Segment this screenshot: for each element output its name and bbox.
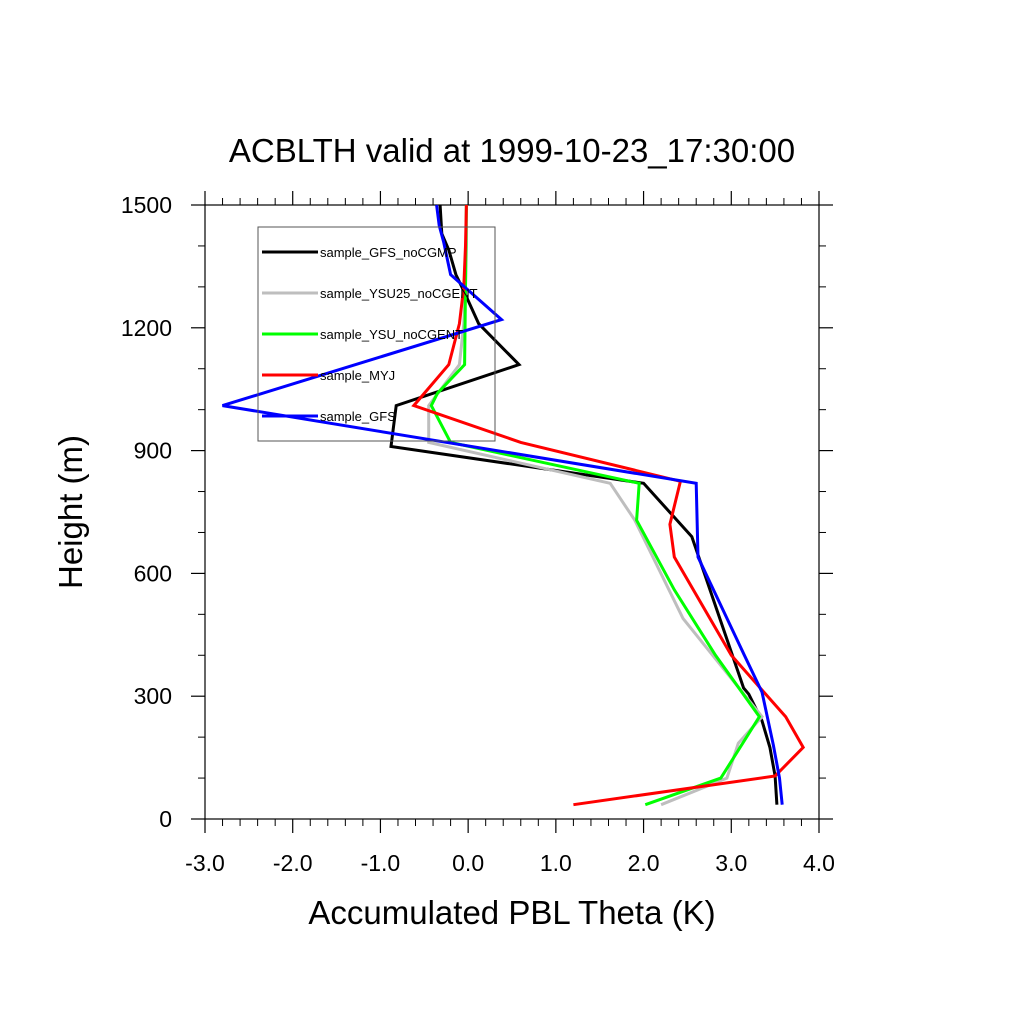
legend-box — [257, 226, 496, 442]
axis-ticks — [191, 191, 833, 833]
x-tick-label: -2.0 — [273, 850, 313, 876]
legend-label: sample_YSU25_noCGENT — [320, 286, 478, 301]
series-line-1 — [427, 205, 764, 807]
y-tick-label: 1200 — [121, 315, 172, 341]
legend-label: sample_YSU_noCGENT — [320, 327, 463, 342]
y-tick-label: 0 — [159, 806, 172, 832]
legend: sample_GFS_noCGMP sample_YSU25_noCGENTsam… — [257, 226, 496, 442]
y-tick-label: 300 — [134, 683, 172, 709]
x-axis-label: Accumulated PBL Theta (K) — [308, 894, 715, 931]
y-tick-label: 600 — [134, 560, 172, 586]
x-tick-label: 1.0 — [540, 850, 572, 876]
x-tick-label: -3.0 — [185, 850, 225, 876]
tick-labels: -3.0 -2.0 -1.0 0.0 1.0 2.0 3.0 4.0 0 300 600 900 120… — [121, 192, 835, 876]
series-line-2 — [429, 204, 762, 807]
series-lines — [222, 204, 806, 807]
x-tick-label: 4.0 — [803, 850, 835, 876]
x-tick-label: 3.0 — [715, 850, 747, 876]
chart-title: ACBLTH valid at 1999-10-23_17:30:00 — [229, 132, 795, 169]
series-line-0 — [389, 204, 779, 805]
x-tick-label: 2.0 — [628, 850, 660, 876]
legend-label: sample_GFS — [320, 409, 396, 424]
y-tick-label: 900 — [134, 438, 172, 464]
y-tick-label: 1500 — [121, 192, 172, 218]
x-tick-label: 0.0 — [452, 850, 484, 876]
series-line-4 — [222, 204, 784, 805]
plot-frame — [204, 204, 820, 820]
x-tick-label: -1.0 — [361, 850, 401, 876]
y-axis-label: Height (m) — [52, 435, 89, 589]
legend-label: sample_GFS_noCGMP — [320, 245, 457, 260]
legend-label: sample_MYJ — [320, 368, 395, 383]
